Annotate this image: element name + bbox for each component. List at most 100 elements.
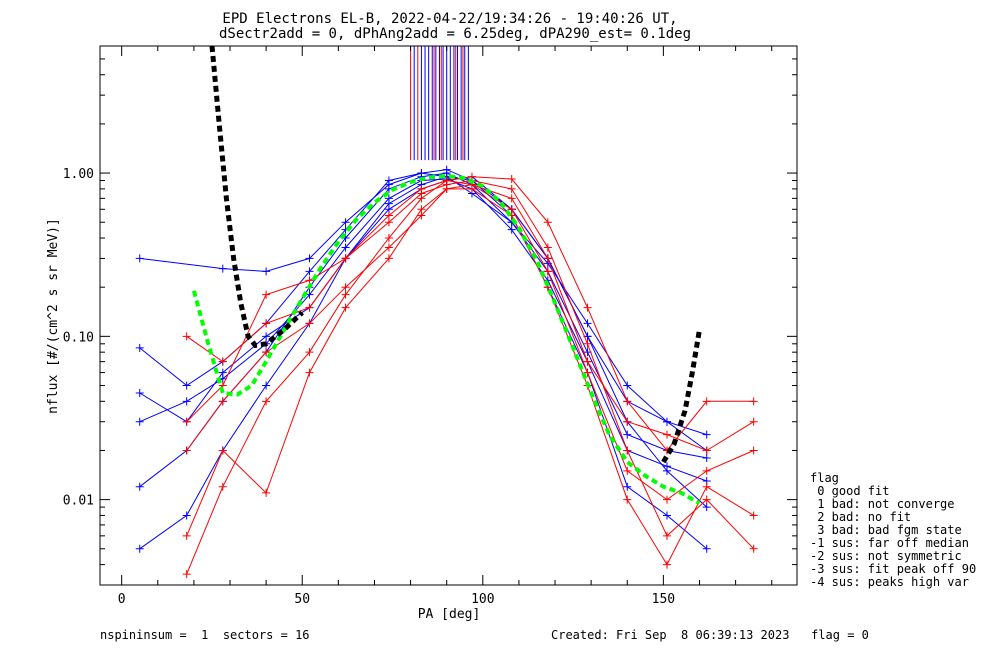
series-line: [186, 188, 754, 566]
data-point: [507, 184, 516, 193]
data-point: [135, 482, 144, 491]
data-point: [749, 511, 758, 520]
data-point: [543, 243, 552, 252]
data-point: [182, 570, 191, 579]
data-point: [262, 381, 271, 390]
data-point: [384, 234, 393, 243]
data-point: [623, 397, 632, 406]
axes: 0 50 100 150 0.01 0.10 1.00: [63, 45, 797, 607]
data-point: [543, 218, 552, 227]
data-point: [182, 417, 191, 426]
data-point: [262, 332, 271, 341]
legend-entry: -1 sus: far off median: [810, 536, 969, 550]
data-point: [384, 254, 393, 263]
series-line: [186, 179, 755, 550]
data-point: [623, 417, 632, 426]
data-point: [262, 488, 271, 497]
data-point: [623, 482, 632, 491]
data-point: [702, 544, 711, 553]
data-point: [623, 446, 632, 455]
x-tick-label: 100: [471, 592, 494, 607]
data-point: [182, 511, 191, 520]
data-point: [662, 511, 671, 520]
chart-subtitle: dSectr2add = 0, dPhAng2add = 6.25deg, dP…: [219, 26, 691, 42]
data-point: [543, 254, 552, 263]
data-point: [623, 466, 632, 475]
data-point: [262, 348, 271, 357]
data-point: [182, 446, 191, 455]
series-line: [139, 172, 707, 488]
data-point: [702, 482, 711, 491]
footer-left: nspininsum = 1 sectors = 16: [100, 628, 310, 642]
data-point: [623, 430, 632, 439]
data-point: [442, 176, 451, 185]
data-point: [384, 211, 393, 220]
data-point: [182, 332, 191, 341]
legend-entry: 1 bad: not converge: [810, 497, 955, 511]
legend-entry: -2 sus: not symmetric: [810, 549, 962, 563]
legend-entry: 0 good fit: [810, 484, 890, 498]
data-point: [341, 243, 350, 252]
data-point: [749, 397, 758, 406]
series-line: [186, 184, 754, 501]
data-point: [507, 225, 516, 234]
fit-line-green: [191, 173, 701, 506]
data-point: [218, 397, 227, 406]
series-line: [186, 179, 754, 575]
data-point: [702, 495, 711, 504]
data-point: [135, 544, 144, 553]
data-point: [662, 430, 671, 439]
data-point: [262, 290, 271, 299]
data-point: [218, 357, 227, 366]
data-point: [305, 319, 314, 328]
data-point: [702, 503, 711, 512]
y-axis-label: nflux [#/(cm^2 s sr MeV)]: [46, 218, 61, 414]
data-point: [702, 430, 711, 439]
data-point: [218, 264, 227, 273]
data-point: [262, 319, 271, 328]
data-point: [417, 194, 426, 203]
data-point: [702, 466, 711, 475]
fit-line-black: [209, 46, 304, 349]
series-line: [139, 169, 707, 451]
x-tick-label: 0: [118, 592, 126, 607]
data-point: [135, 388, 144, 397]
fit-line-black: [661, 329, 702, 464]
data-layer: [135, 46, 758, 579]
data-point: [384, 218, 393, 227]
plot-frame: [99, 45, 798, 586]
data-point: [182, 381, 191, 390]
data-point: [305, 303, 314, 312]
footer-right: Created: Fri Sep 8 06:39:13 2023 flag = …: [551, 628, 869, 642]
y-tick-label: 0.10: [63, 330, 94, 345]
data-point: [749, 417, 758, 426]
data-point: [417, 205, 426, 214]
series-line: [139, 172, 707, 436]
legend-entry: 3 bad: bad fgm state: [810, 523, 962, 537]
data-point: [583, 339, 592, 348]
data-point: [749, 544, 758, 553]
legend-entry: -3 sus: fit peak off 90: [810, 562, 977, 576]
data-point: [218, 368, 227, 377]
data-point: [442, 165, 451, 174]
data-point: [305, 267, 314, 276]
data-point: [341, 283, 350, 292]
data-point: [543, 267, 552, 276]
data-point: [702, 453, 711, 462]
data-point: [341, 218, 350, 227]
series-line: [186, 176, 754, 452]
data-point: [135, 343, 144, 352]
chart-title: EPD Electrons EL-B, 2022-04-22/19:34:26 …: [222, 11, 677, 27]
y-tick-label: 1.00: [63, 167, 94, 182]
series-line: [139, 176, 708, 550]
data-point: [702, 397, 711, 406]
data-point: [507, 174, 516, 183]
data-point: [218, 446, 227, 455]
data-point: [182, 531, 191, 540]
series-line: [139, 178, 707, 482]
legend-title: flag: [810, 471, 839, 485]
data-point: [662, 495, 671, 504]
data-point: [305, 368, 314, 377]
data-point: [583, 303, 592, 312]
data-point: [623, 495, 632, 504]
